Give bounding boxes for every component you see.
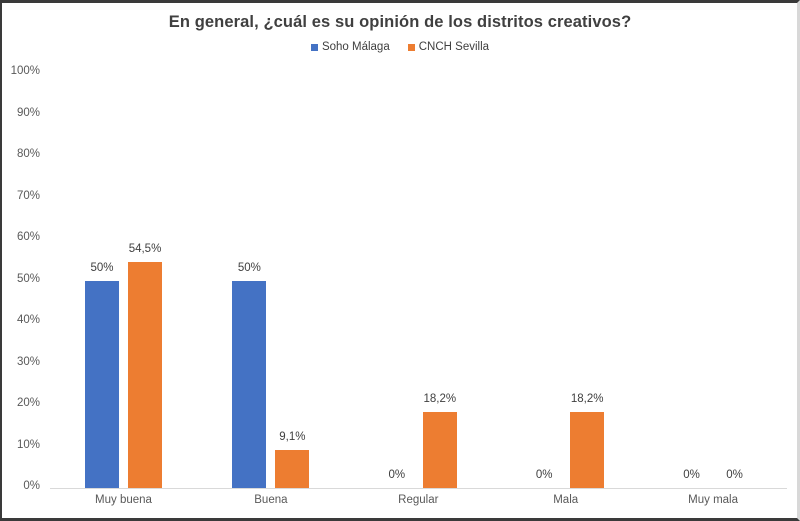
data-label: 0%	[683, 469, 700, 481]
y-tick: 20%	[16, 397, 40, 409]
data-label: 18,2%	[570, 393, 604, 406]
y-tick: 70%	[16, 190, 40, 202]
legend-label: CNCH Sevilla	[418, 41, 490, 53]
x-tick-label: Muy mala	[688, 494, 739, 506]
bar-cnch-sevilla[interactable]	[570, 412, 605, 488]
bar-soho-malaga[interactable]	[232, 280, 267, 488]
bar-cnch-sevilla[interactable]	[128, 261, 162, 488]
category-group: 50% 54,5%	[50, 73, 197, 488]
data-label: 0%	[726, 469, 743, 481]
category-group: 0% 18,2%	[345, 73, 492, 488]
bar-soho-malaga[interactable]	[85, 280, 119, 488]
legend-label: Soho Málaga	[321, 41, 390, 53]
x-tick-label: Mala	[553, 494, 579, 506]
data-label: 0%	[535, 469, 553, 481]
x-tick-label: Muy buena	[95, 494, 152, 506]
y-tick: 90%	[16, 107, 40, 119]
x-tick-label: Regular	[398, 494, 439, 506]
y-tick: 100%	[10, 65, 40, 77]
legend-item-soho-malaga[interactable]: Soho Málaga	[310, 41, 390, 53]
category-group: 50% 9,1%	[197, 73, 344, 488]
x-tick-label: Buena	[254, 494, 288, 506]
y-tick: 60%	[16, 231, 40, 243]
chart-title: En general, ¿cuál es su opinión de los d…	[168, 13, 632, 31]
data-label: 0%	[388, 469, 406, 481]
legend-item-cnch-sevilla[interactable]: CNCH Sevilla	[407, 41, 490, 53]
y-tick: 30%	[16, 356, 40, 368]
bar-cnch-sevilla[interactable]	[422, 412, 457, 488]
data-label: 50%	[237, 261, 261, 274]
legend-swatch-blue-icon	[310, 43, 318, 51]
y-tick: 10%	[16, 439, 40, 451]
category-group: 0% 0%	[640, 73, 787, 488]
y-tick: 40%	[16, 314, 40, 326]
category-group: 0% 18,2%	[492, 73, 639, 488]
legend-swatch-orange-icon	[407, 43, 415, 51]
bar-cnch-sevilla[interactable]	[275, 450, 310, 488]
y-tick: 80%	[16, 148, 40, 160]
data-label: 18,2%	[423, 393, 457, 406]
y-tick: 50%	[16, 273, 40, 285]
data-label: 50%	[90, 261, 114, 274]
x-axis-line	[50, 488, 787, 489]
chart-legend: Soho Málaga CNCH Sevilla	[0, 41, 800, 53]
data-label: 9,1%	[279, 431, 306, 444]
y-tick: 0%	[23, 480, 40, 492]
data-label: 54,5%	[128, 242, 162, 255]
